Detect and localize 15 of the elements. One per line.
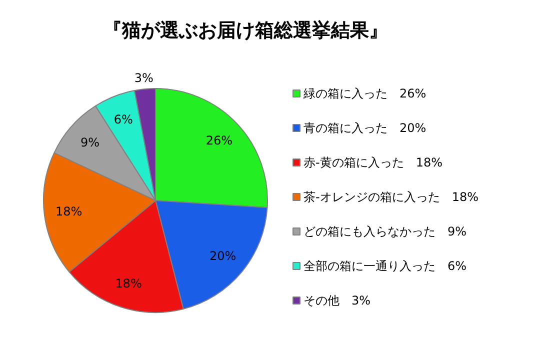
legend-label: 赤-黄の箱に入った 18% (304, 156, 443, 170)
legend-label: 青の箱に入った 20% (304, 121, 426, 135)
legend-label: その他 3% (304, 294, 371, 308)
data-label: 26% (206, 134, 233, 148)
data-label: 9% (80, 136, 100, 150)
legend-label: 茶-オレンジの箱に入った 18% (304, 190, 479, 204)
data-label: 20% (209, 249, 236, 264)
data-label: 6% (114, 112, 133, 126)
legend-label: 緑の箱に入った 26% (302, 86, 426, 100)
legend-label: 全部の箱に一通り入った 6% (304, 259, 467, 273)
legend-label: どの箱にも入らなかった 9% (304, 224, 467, 238)
data-label: 3% (134, 70, 154, 85)
data-label: 18% (55, 204, 82, 218)
data-label: 18% (115, 276, 142, 291)
chart-title: 『猫が選ぶお届け箱総選挙結果』 (103, 20, 388, 42)
